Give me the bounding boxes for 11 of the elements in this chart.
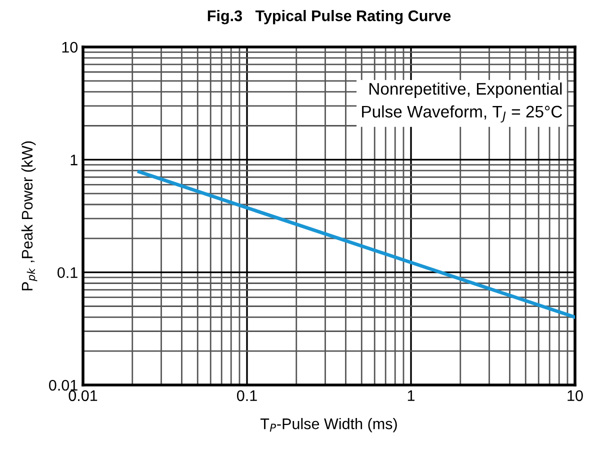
x-axis-title: T$_{P}$-Pulse Width (ms) [260, 418, 397, 432]
y-tick-label: 0.01 [49, 380, 78, 391]
y-tick-label: 0.1 [58, 267, 78, 278]
y-tick-label: 10 [62, 42, 78, 53]
x-tick-label: 0.1 [236, 390, 257, 402]
x-tick-label: 1 [408, 390, 415, 401]
chart-title: Fig.3 Typical Pulse Rating Curve [208, 10, 451, 24]
y-axis-title: P$_{pk}$ ,Peak Power (kW) [21, 141, 38, 290]
y-tick-label: 1 [70, 154, 78, 166]
annotation: Nonrepetitive, Exponential Pulse Waveform, T$_{J}$ = 25°C [362, 82, 562, 122]
x-tick-label: 10 [568, 390, 583, 402]
